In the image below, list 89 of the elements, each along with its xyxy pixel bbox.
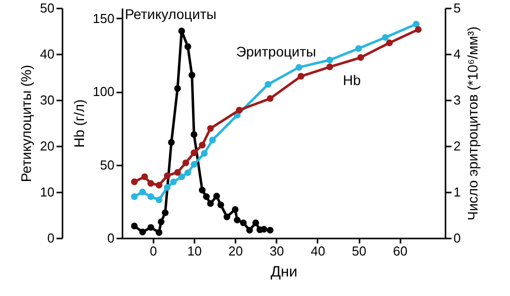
point (296, 64, 302, 71)
y3-tick-label: 0 (47, 230, 54, 246)
point (170, 178, 177, 186)
point (264, 81, 272, 88)
y2-tick-label: 4 (454, 46, 461, 62)
series-label: Эритроциты (236, 43, 316, 60)
point (198, 142, 206, 148)
point (414, 26, 422, 33)
point (326, 56, 334, 64)
y2-tick-label: 1 (454, 184, 461, 200)
point (147, 193, 154, 200)
point (207, 200, 214, 207)
point (236, 106, 243, 114)
point (156, 182, 162, 188)
y2-axis-title: Число эритроцитов (*10⁶/мм³) (464, 26, 481, 221)
point (202, 193, 210, 200)
x-tick-label: 50 (352, 244, 366, 258)
point (182, 160, 190, 166)
point (164, 184, 171, 191)
point (156, 229, 162, 236)
point (357, 54, 364, 61)
point (188, 72, 196, 79)
point (130, 193, 138, 200)
y2-tick-label: 3 (454, 92, 461, 108)
point (147, 224, 154, 231)
point (139, 228, 146, 236)
point (168, 138, 175, 146)
point (190, 161, 198, 168)
point (246, 226, 253, 234)
point (156, 196, 162, 204)
x-tick-label: 20 (228, 244, 243, 258)
y3-tick-label: 10 (40, 184, 54, 200)
point (174, 169, 181, 176)
point (260, 226, 268, 233)
point (198, 186, 206, 194)
x-axis-title: Дни (270, 264, 298, 280)
y3-tick-label: 20 (40, 138, 54, 154)
y3-tick-label: 30 (40, 92, 54, 108)
point (130, 178, 138, 186)
point (178, 28, 186, 34)
point (382, 34, 389, 41)
point (178, 173, 186, 180)
x-tick-label: 30 (270, 244, 284, 258)
point (190, 149, 198, 156)
point (141, 173, 148, 180)
series-label: Ретикулоциты (124, 6, 217, 22)
y2-tick-label: 0 (454, 230, 461, 246)
y3-axis-title: Ретикулоциты (%) (18, 64, 34, 182)
point (224, 213, 230, 220)
point (217, 202, 224, 208)
point (412, 20, 420, 28)
point (266, 226, 274, 234)
point (184, 169, 192, 176)
series-label: Hb (342, 72, 361, 88)
point (209, 136, 216, 144)
point (355, 45, 362, 52)
y3-tick-label: 40 (40, 46, 54, 62)
point (174, 85, 181, 92)
y2-tick-label: 5 (454, 0, 461, 16)
x-tick-label: 10 (187, 244, 202, 258)
point (164, 172, 171, 180)
y-tick-label: 50 (100, 157, 114, 172)
x-tick-label: 40 (310, 244, 326, 258)
point (190, 131, 198, 138)
point (147, 180, 154, 187)
point (158, 218, 164, 226)
x-tick-label: 60 (393, 244, 408, 258)
y3-tick-label: 50 (40, 0, 54, 16)
point (234, 216, 241, 224)
point (213, 192, 220, 200)
point (232, 206, 239, 213)
point (326, 64, 334, 70)
point (298, 72, 304, 80)
y-tick-label: 0 (107, 230, 114, 246)
point (162, 209, 169, 216)
point (207, 125, 214, 132)
point (184, 43, 192, 50)
point (252, 219, 260, 226)
point (266, 95, 274, 102)
point (240, 219, 247, 226)
point (130, 222, 138, 230)
point (386, 40, 393, 46)
y-tick-label: 150 (92, 10, 114, 26)
y-tick-label: 100 (92, 84, 114, 100)
point (200, 150, 208, 157)
x-tick-label: 0 (150, 244, 157, 258)
y-axis-title: Hb (г/л) (70, 99, 87, 148)
y2-tick-label: 2 (454, 138, 461, 154)
point (139, 188, 146, 196)
